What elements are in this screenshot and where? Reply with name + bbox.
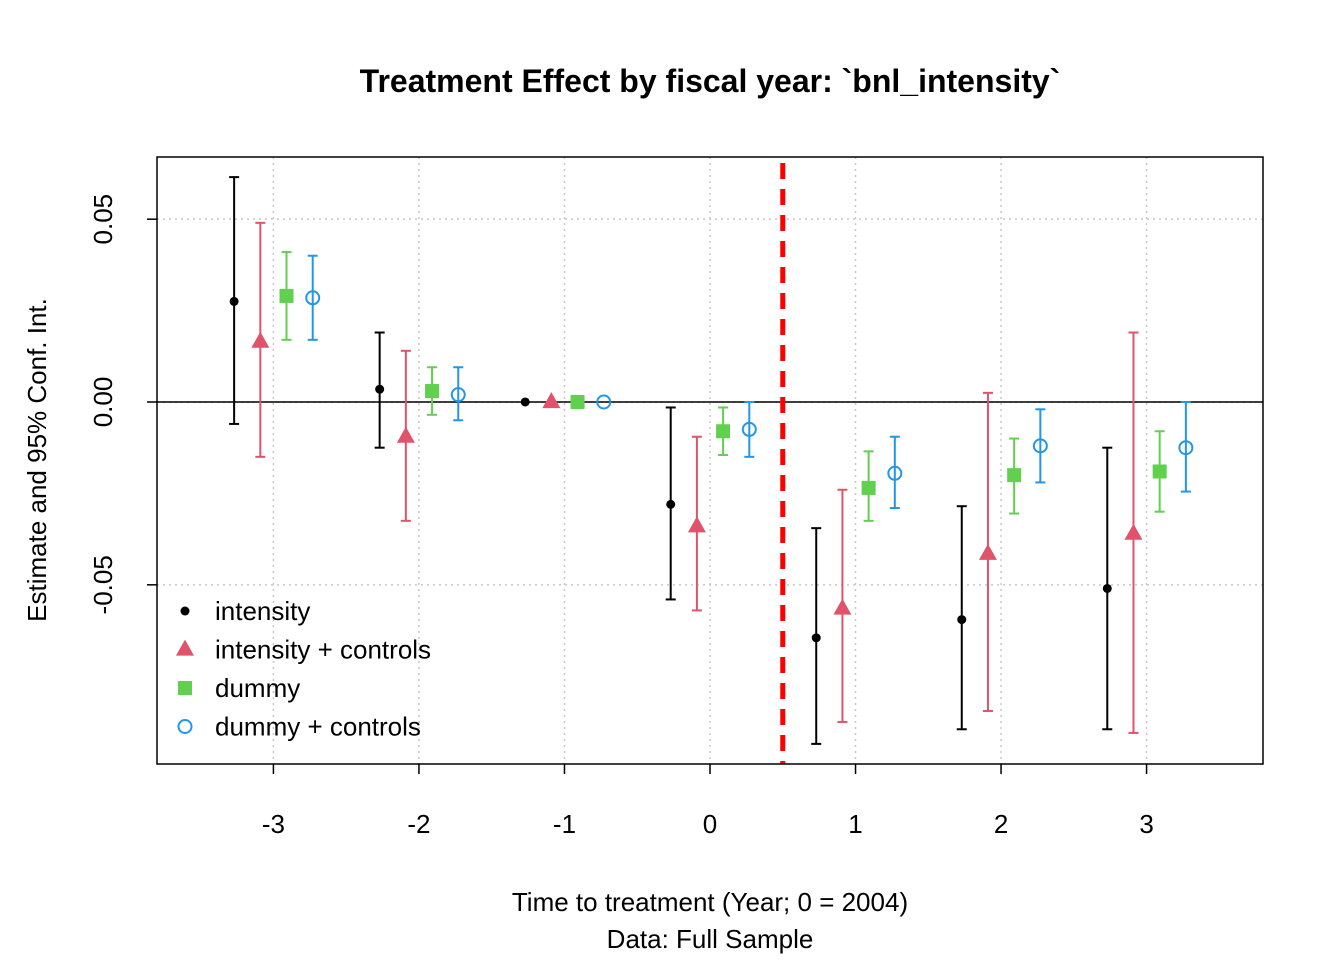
point-estimate <box>716 424 731 439</box>
reference-lines <box>157 163 1263 764</box>
point-estimate <box>741 421 757 437</box>
legend: intensity intensity + controls dummy dummy … <box>176 596 431 742</box>
legend-label: dummy <box>215 673 300 703</box>
point-estimate <box>1032 438 1048 454</box>
point-estimate <box>305 290 321 306</box>
y-axis-label: Estimate and 95% Conf. Int. <box>22 298 52 622</box>
x-tick-label: 1 <box>848 809 862 839</box>
y-tick-label: 0.05 <box>88 194 118 245</box>
x-tick-label: -1 <box>553 809 576 839</box>
point-estimate <box>687 516 706 533</box>
x-tick-label: 3 <box>1139 809 1153 839</box>
point-estimate <box>450 387 466 403</box>
point-estimate <box>596 394 612 410</box>
point-estimate <box>279 288 294 303</box>
point-estimate <box>1124 523 1143 540</box>
legend-label: dummy + controls <box>215 712 421 742</box>
series-intensity-controls <box>251 221 1143 734</box>
point-estimate <box>978 543 997 560</box>
legend-marker <box>180 606 190 616</box>
point-estimate <box>957 615 967 625</box>
legend-label: intensity + controls <box>215 635 431 665</box>
legend-marker <box>177 719 193 734</box>
legend-marker <box>176 639 194 656</box>
point-estimate <box>811 633 821 643</box>
x-tick-label: 2 <box>994 809 1008 839</box>
point-estimate <box>861 480 876 495</box>
point-estimate <box>833 598 852 615</box>
chart-title: Treatment Effect by fiscal year: `bnl_in… <box>360 63 1061 99</box>
series-dummy-controls <box>305 254 1194 510</box>
point-estimate <box>375 384 385 394</box>
legend-label: intensity <box>215 596 310 626</box>
point-estimate <box>520 397 530 407</box>
legend-marker <box>178 681 192 695</box>
x-axis-sublabel: Data: Full Sample <box>607 924 814 954</box>
point-estimate <box>396 426 415 443</box>
point-estimate <box>887 465 903 481</box>
y-tick-label: -0.05 <box>88 555 118 614</box>
point-estimate <box>1102 583 1112 593</box>
y-tick-label: 0.00 <box>88 377 118 428</box>
axes: -3 -2 -1 0 1 2 3 -0.05 0.00 0.05 <box>88 194 1154 839</box>
x-tick-label: 0 <box>703 809 717 839</box>
x-tick-label: -3 <box>262 809 285 839</box>
series-intensity <box>229 176 1113 745</box>
point-estimate <box>229 296 239 306</box>
point-estimate <box>1152 464 1167 479</box>
grid <box>157 157 1263 764</box>
series-dummy <box>279 251 1167 522</box>
point-estimate <box>570 394 585 409</box>
x-tick-label: -2 <box>407 809 430 839</box>
point-estimate <box>1178 440 1194 456</box>
point-estimate <box>1007 468 1022 483</box>
point-estimate <box>425 384 440 399</box>
point-estimate <box>251 331 270 348</box>
x-axis-label: Time to treatment (Year; 0 = 2004) <box>512 887 908 917</box>
point-estimate <box>542 392 561 409</box>
point-estimate <box>666 499 676 509</box>
data-series <box>229 176 1194 745</box>
